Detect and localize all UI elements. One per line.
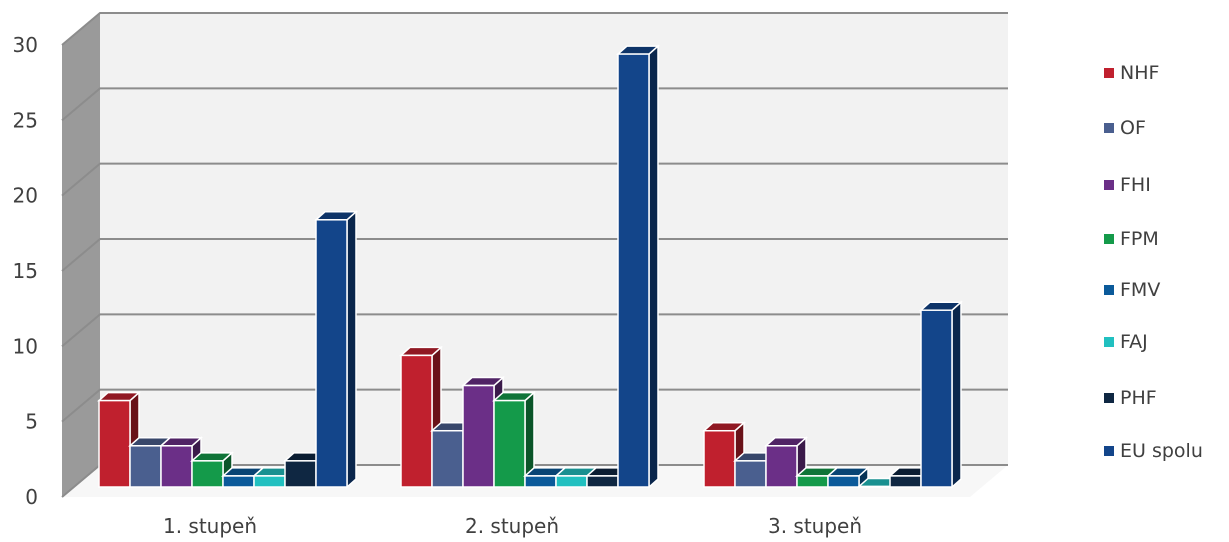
bar xyxy=(314,210,358,489)
gridline xyxy=(61,238,1008,272)
chart-walls xyxy=(62,13,1008,497)
bars xyxy=(97,44,963,489)
y-tick-label: 0 xyxy=(25,485,38,509)
bar xyxy=(97,390,141,489)
y-tick-label: 10 xyxy=(13,334,38,358)
legend-item: FAJ xyxy=(1104,329,1148,355)
x-axis-labels: 1. stupeň 2. stupeň 3. stupeň xyxy=(163,514,862,538)
legend-label: FAJ xyxy=(1120,331,1148,353)
legend-swatch xyxy=(1104,337,1114,347)
bar xyxy=(492,390,536,489)
legend-item: OF xyxy=(1104,115,1146,141)
bar xyxy=(616,44,660,489)
y-tick-label: 25 xyxy=(13,108,38,132)
bar xyxy=(159,436,203,489)
legend-swatch xyxy=(1104,393,1114,403)
bar xyxy=(919,300,963,489)
legend-label: OF xyxy=(1120,117,1146,139)
gridline xyxy=(61,313,1008,348)
y-tick-label: 5 xyxy=(25,410,38,434)
legend-item: FHI xyxy=(1104,172,1151,198)
bar xyxy=(764,436,808,489)
bar xyxy=(826,466,870,489)
gridline xyxy=(61,162,1008,197)
legend-label: FMV xyxy=(1120,279,1161,301)
y-tick-label: 30 xyxy=(13,33,38,57)
x-category-label: 2. stupeň xyxy=(465,514,559,538)
gridline xyxy=(61,388,1008,423)
legend-swatch xyxy=(1104,234,1114,244)
gridline xyxy=(61,87,1008,122)
legend-label: FHI xyxy=(1120,174,1151,196)
x-category-label: 3. stupeň xyxy=(768,514,862,538)
legend-item: PHF xyxy=(1104,385,1157,411)
y-axis-ticks: 0 5 10 15 20 25 30 xyxy=(13,33,38,509)
legend-swatch xyxy=(1104,180,1114,190)
legend-label: PHF xyxy=(1120,387,1157,409)
bar xyxy=(399,345,443,489)
legend-item: NHF xyxy=(1104,60,1159,86)
x-category-label: 1. stupeň xyxy=(163,514,257,538)
legend-swatch xyxy=(1104,123,1114,133)
legend-swatch xyxy=(1104,68,1114,78)
legend-item: EU spolu xyxy=(1104,438,1203,464)
legend-swatch xyxy=(1104,285,1114,295)
legend-swatch xyxy=(1104,446,1114,456)
legend-label: EU spolu xyxy=(1120,440,1203,462)
gridline xyxy=(61,12,1008,46)
legend-item: FMV xyxy=(1104,277,1160,303)
legend-item: FPM xyxy=(1104,226,1159,252)
y-tick-label: 15 xyxy=(13,259,38,283)
y-tick-label: 20 xyxy=(13,184,38,208)
legend-label: FPM xyxy=(1120,228,1159,250)
legend-label: NHF xyxy=(1120,62,1160,84)
gridlines xyxy=(61,12,1008,498)
